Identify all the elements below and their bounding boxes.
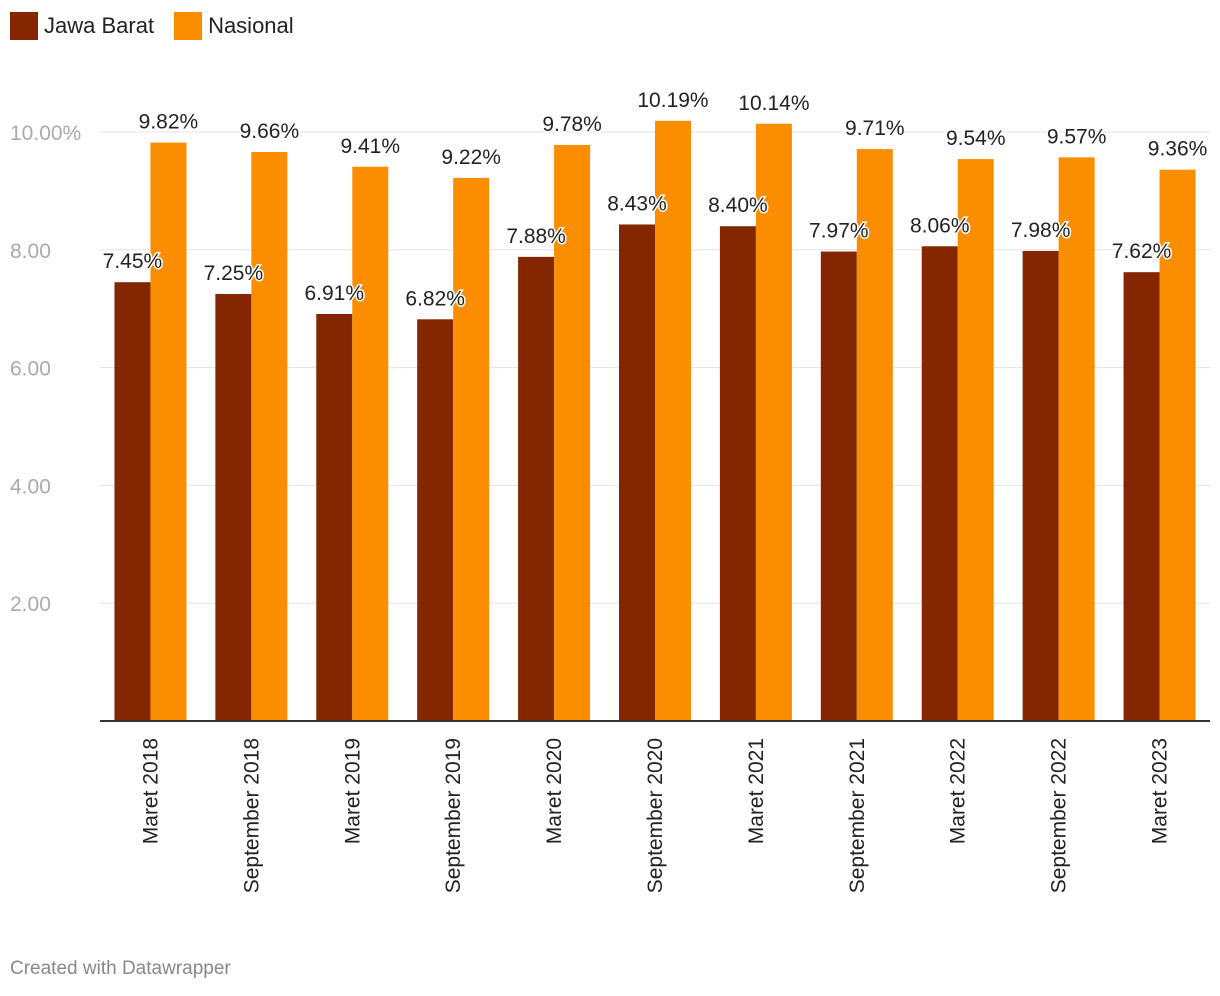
data-label-nasional: 9.36% [1148, 138, 1208, 161]
bar-nasional [352, 166, 389, 722]
footer-credit: Created with Datawrapper [10, 958, 231, 979]
y-tick-label: 2.00 [10, 593, 51, 616]
legend-item-nasional: Nasional [174, 12, 294, 40]
legend-swatch-jawa-barat [10, 12, 38, 40]
bar-jawa-barat [921, 246, 958, 722]
y-tick-label: 4.00 [10, 475, 51, 498]
data-label-jawa-barat: 6.82% [405, 287, 465, 310]
x-tick-label: Maret 2022 [947, 738, 970, 844]
x-tick-label: September 2018 [240, 738, 263, 893]
y-tick-label: 10.00% [10, 122, 81, 145]
bar-nasional [150, 142, 187, 722]
x-tick-label: September 2019 [442, 738, 465, 893]
bar-jawa-barat [719, 226, 756, 722]
data-label-nasional: 9.57% [1047, 125, 1107, 148]
legend-label-nasional: Nasional [208, 13, 294, 38]
legend: Jawa Barat Nasional [10, 12, 294, 40]
x-tick-label: Maret 2023 [1149, 738, 1172, 844]
data-label-jawa-barat: 8.43% [607, 192, 667, 215]
bar-nasional [856, 149, 893, 721]
data-label-nasional: 9.82% [139, 111, 199, 134]
data-label-jawa-barat: 7.45% [103, 250, 163, 273]
data-label-nasional: 10.19% [637, 89, 708, 112]
data-label-jawa-barat: 7.88% [506, 225, 566, 248]
data-label-jawa-barat: 7.62% [1112, 240, 1172, 263]
legend-swatch-nasional [174, 12, 203, 40]
bar-chart: 2.00 4.00 6.00 8.00 10.00% 7.45% 9.82% Maret 20… [10, 87, 1210, 893]
bar-jawa-barat [820, 251, 857, 721]
x-tick-label: Maret 2018 [139, 738, 162, 844]
data-label-nasional: 9.41% [340, 135, 400, 158]
bar-jawa-barat [518, 256, 555, 721]
y-tick-label: 6.00 [10, 358, 51, 381]
x-tick-label: Maret 2020 [543, 738, 566, 844]
x-tick-label: September 2021 [846, 738, 869, 893]
data-label-jawa-barat: 8.06% [910, 214, 970, 237]
bar-nasional [453, 177, 490, 721]
bar-jawa-barat [114, 282, 151, 721]
bar-nasional [251, 152, 288, 721]
data-label-jawa-barat: 7.97% [809, 220, 869, 243]
x-tick-label: September 2022 [1048, 738, 1071, 893]
legend-item-jawa-barat: Jawa Barat [10, 12, 154, 40]
bar-jawa-barat [316, 314, 353, 721]
bar-nasional [957, 159, 994, 721]
data-label-nasional: 9.78% [542, 113, 602, 136]
x-tick-label: Maret 2019 [341, 738, 364, 844]
data-label-jawa-barat: 7.25% [204, 262, 264, 285]
data-label-nasional: 10.14% [738, 92, 809, 115]
data-label-jawa-barat: 6.91% [304, 282, 364, 305]
x-tick-label: Maret 2021 [745, 738, 768, 844]
y-tick-label: 8.00 [10, 240, 51, 263]
bar-jawa-barat [619, 224, 655, 721]
x-tick-label: September 2020 [644, 738, 667, 893]
bar-jawa-barat [1022, 250, 1059, 721]
bar-nasional [1058, 157, 1095, 721]
data-label-nasional: 9.22% [441, 146, 501, 169]
data-label-nasional: 9.66% [240, 120, 300, 143]
legend-label-jawa-barat: Jawa Barat [44, 13, 155, 38]
bar-nasional [755, 123, 792, 721]
bar-jawa-barat [417, 319, 454, 721]
bar-nasional [655, 120, 691, 721]
bar-jawa-barat [1123, 272, 1160, 721]
data-label-nasional: 9.54% [946, 127, 1006, 150]
bar-nasional [554, 144, 591, 721]
data-label-jawa-barat: 8.40% [708, 194, 768, 217]
data-label-jawa-barat: 7.98% [1011, 219, 1071, 242]
data-label-nasional: 9.71% [845, 117, 905, 140]
bar-nasional [1159, 169, 1196, 722]
bar-jawa-barat [215, 293, 252, 721]
